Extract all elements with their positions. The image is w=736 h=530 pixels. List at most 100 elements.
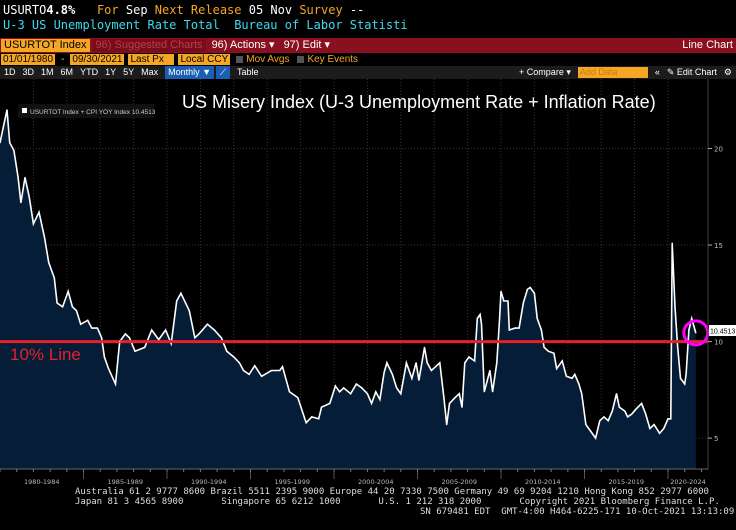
data-point	[134, 350, 136, 352]
data-point	[383, 371, 385, 374]
data-point	[128, 337, 131, 339]
period-max[interactable]: Max	[141, 67, 159, 77]
data-point	[96, 327, 99, 329]
x-tick-label: 2010-2014	[525, 478, 560, 486]
collapse-icon[interactable]: «	[654, 67, 660, 77]
field-select[interactable]: Last Px	[128, 54, 175, 65]
data-point	[684, 383, 686, 385]
period: Sep	[125, 3, 148, 17]
data-point	[439, 362, 441, 364]
data-point	[24, 176, 26, 179]
data-point	[288, 391, 291, 393]
data-point	[170, 342, 172, 345]
data-point	[62, 306, 64, 308]
compare-button[interactable]: + Compare ▾	[519, 67, 571, 77]
footer-contacts-1: Australia 61 2 9777 8600 Brazil 5511 239…	[75, 487, 709, 497]
table-button[interactable]: Table	[237, 67, 259, 77]
mov-avgs-toggle[interactable]: Mov Avgs	[234, 54, 291, 65]
data-point	[350, 393, 352, 395]
data-point	[124, 333, 126, 335]
ten-percent-annotation: 10% Line	[10, 345, 81, 364]
currency-select[interactable]: Local CCY	[178, 54, 231, 65]
ticker: USURTO	[3, 3, 47, 17]
data-point	[635, 408, 637, 410]
data-point	[254, 365, 256, 367]
period-ytd[interactable]: YTD	[80, 67, 99, 77]
end-date-input[interactable]: 09/30/2021	[70, 54, 125, 65]
data-point	[9, 142, 11, 144]
chart-type-label: Line Chart	[682, 39, 733, 51]
data-point	[238, 362, 240, 364]
data-point	[500, 290, 502, 292]
data-point	[103, 356, 105, 358]
x-tick-label: 2005-2009	[442, 478, 477, 486]
data-point	[667, 418, 669, 420]
frequency-select[interactable]: Monthly ▼	[165, 66, 215, 79]
line-chart-icon[interactable]: ⟋	[216, 66, 231, 79]
data-point	[565, 375, 568, 377]
data-point	[489, 369, 491, 372]
data-point	[297, 396, 299, 399]
data-point	[685, 373, 687, 375]
period-6m[interactable]: 6M	[60, 67, 74, 77]
data-point	[603, 416, 605, 418]
edit-chart-button[interactable]: ✎ Edit Chart	[666, 67, 717, 77]
command-bar: USURTOT Index 96) Suggested Charts 96) A…	[0, 38, 736, 53]
data-point	[48, 261, 50, 264]
data-point	[53, 277, 55, 279]
key-events-label: Key Events	[307, 54, 359, 65]
x-tick-label: 2000-2004	[358, 478, 393, 486]
data-point	[198, 333, 200, 335]
data-point	[248, 373, 250, 375]
data-point	[607, 420, 609, 422]
data-point	[176, 300, 178, 302]
data-point	[458, 393, 460, 395]
suggested-charts-button[interactable]: 96) Suggested Charts	[92, 39, 206, 52]
data-point	[426, 362, 428, 364]
period-5y[interactable]: 5Y	[123, 67, 135, 77]
y-tick-label: 15	[714, 242, 723, 250]
period-1y[interactable]: 1Y	[105, 67, 117, 77]
data-point	[461, 406, 463, 408]
edit-menu[interactable]: 97) Edit ▾	[283, 39, 331, 51]
data-point	[448, 402, 451, 404]
data-point	[28, 196, 30, 198]
data-point	[671, 242, 673, 244]
actions-menu[interactable]: 96) Actions ▾	[211, 39, 275, 51]
data-point	[454, 396, 456, 399]
y-tick-label: 20	[714, 146, 723, 154]
data-point	[631, 413, 633, 415]
data-point	[533, 292, 536, 294]
period-1d[interactable]: 1D	[4, 67, 16, 77]
security-field[interactable]: USURTOT Index	[1, 39, 90, 52]
add-data-input[interactable]: Add Data	[577, 67, 648, 78]
data-point	[220, 337, 222, 339]
data-point	[529, 286, 531, 289]
data-point	[480, 323, 483, 325]
key-events-toggle[interactable]: Key Events	[295, 54, 360, 65]
data-point	[80, 323, 82, 325]
last-value-tag	[709, 325, 736, 336]
data-point	[279, 369, 281, 372]
data-point	[320, 406, 323, 408]
data-point	[329, 402, 331, 404]
data-point	[536, 317, 538, 320]
data-point	[366, 393, 368, 395]
data-point	[574, 373, 576, 375]
data-point	[526, 288, 529, 291]
data-point	[464, 362, 466, 364]
data-point	[571, 377, 573, 379]
survey-label: Survey	[299, 3, 343, 17]
start-date-input[interactable]: 01/01/1980	[1, 54, 56, 65]
last-value-label: 10.4513	[710, 329, 735, 336]
data-point	[233, 356, 235, 358]
data-point	[556, 368, 558, 370]
period-1m[interactable]: 1M	[41, 67, 54, 77]
data-point	[611, 410, 613, 412]
data-point	[483, 391, 485, 393]
data-point	[585, 423, 587, 426]
settings-gear-icon[interactable]: ⚙	[723, 67, 732, 77]
data-point	[114, 383, 117, 385]
period-3d[interactable]: 3D	[22, 67, 35, 77]
data-point	[75, 310, 78, 312]
